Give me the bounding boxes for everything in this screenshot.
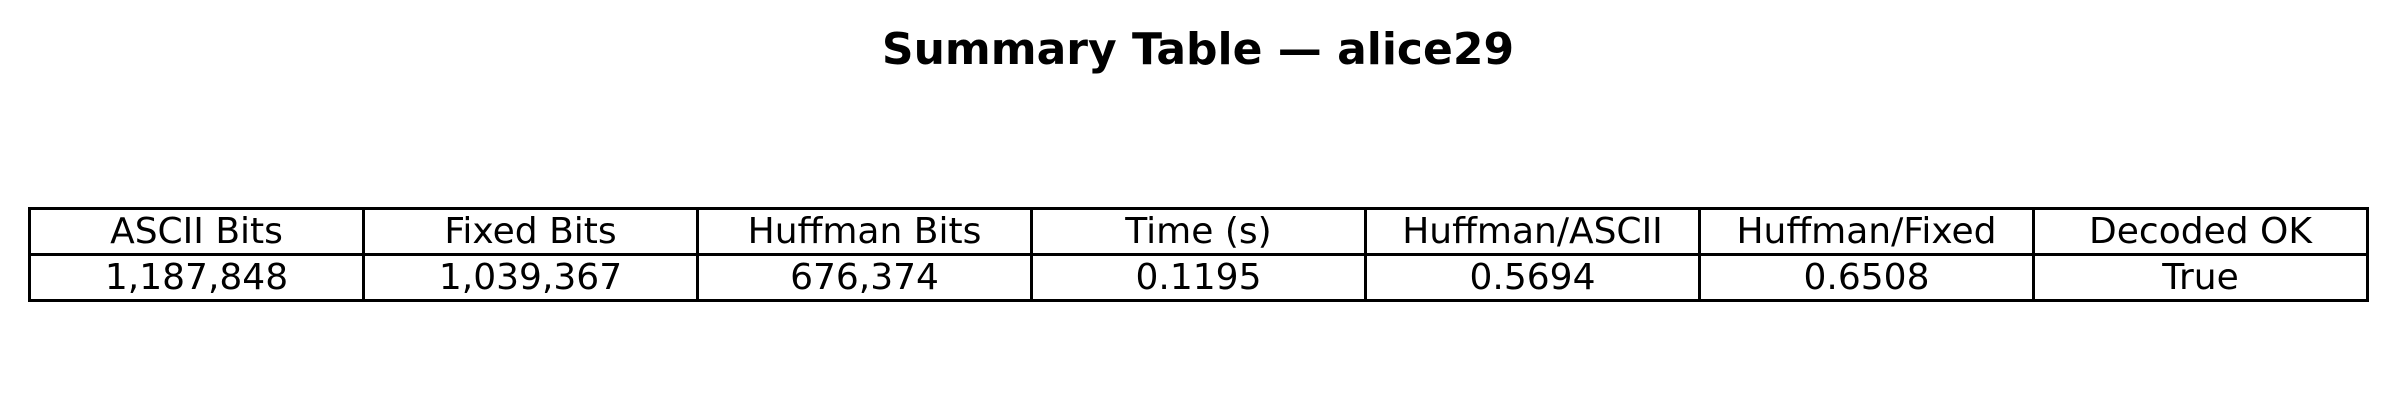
table-cell: 0.6508	[1698, 253, 2035, 302]
table-cell: 0.5694	[1364, 253, 1701, 302]
column-header: Fixed Bits	[362, 207, 699, 256]
column-header: Decoded OK	[2032, 207, 2369, 256]
table-header-row: ASCII Bits Fixed Bits Huffman Bits Time …	[28, 207, 2369, 256]
table-cell: 1,039,367	[362, 253, 699, 302]
column-header: Huffman Bits	[696, 207, 1033, 256]
column-header: Huffman/Fixed	[1698, 207, 2035, 256]
table-cell: 676,374	[696, 253, 1033, 302]
column-header: ASCII Bits	[28, 207, 365, 256]
table-row: 1,187,848 1,039,367 676,374 0.1195 0.569…	[28, 253, 2369, 302]
summary-table: ASCII Bits Fixed Bits Huffman Bits Time …	[28, 207, 2369, 302]
column-header: Time (s)	[1030, 207, 1367, 256]
table-cell: 0.1195	[1030, 253, 1367, 302]
chart-title: Summary Table — alice29	[881, 24, 1515, 75]
table-cell: 1,187,848	[28, 253, 365, 302]
table-cell: True	[2032, 253, 2369, 302]
column-header: Huffman/ASCII	[1364, 207, 1701, 256]
